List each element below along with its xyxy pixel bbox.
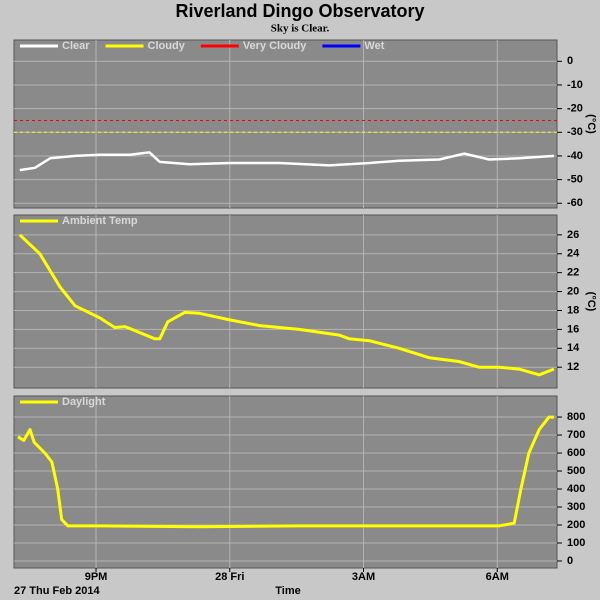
y-tick-label: -20 [567, 103, 583, 115]
y-tick-label: 12 [567, 361, 579, 373]
y-tick-label: 300 [567, 501, 585, 513]
legend-label: Very Cloudy [243, 40, 307, 52]
chart-title: Riverland Dingo Observatory [175, 1, 424, 21]
x-axis-label: Time [275, 585, 300, 597]
y-tick-label: 200 [567, 519, 585, 531]
x-tick-label: 28 Fri [215, 571, 244, 583]
data-line [18, 233, 555, 377]
x-tick-label: 3AM [352, 571, 375, 583]
data-line [19, 151, 554, 172]
y-tick-label: 800 [567, 411, 585, 423]
y-tick-label: 20 [567, 285, 579, 297]
chart-subtitle: Sky is Clear. [271, 23, 330, 35]
x-tick-label: 6AM [486, 571, 509, 583]
y-tick-label: 0 [567, 55, 573, 67]
plot-area [13, 214, 558, 389]
legend-label: Wet [364, 40, 384, 52]
y-axis-label: (°C) [585, 292, 597, 312]
y-tick-label: 24 [567, 248, 580, 260]
legend-label: Clear [62, 40, 90, 52]
y-tick-label: 700 [567, 429, 585, 441]
y-tick-label: -50 [567, 174, 583, 186]
x-tick-label: 9PM [85, 571, 108, 583]
data-line [17, 415, 554, 529]
plot-area [13, 39, 558, 209]
y-tick-label: 18 [567, 304, 579, 316]
y-tick-label: 400 [567, 483, 585, 495]
legend-label: Daylight [62, 396, 106, 408]
y-tick-label: 600 [567, 447, 585, 459]
date-label: 27 Thu Feb 2014 [14, 585, 100, 597]
y-tick-label: 14 [567, 342, 580, 354]
legend-label: Ambient Temp [62, 215, 138, 227]
y-tick-label: -40 [567, 150, 583, 162]
y-tick-label: 22 [567, 267, 579, 279]
y-tick-label: 100 [567, 537, 585, 549]
y-tick-label: -10 [567, 79, 583, 91]
legend-label: Cloudy [148, 40, 186, 52]
y-tick-label: -60 [567, 197, 583, 209]
y-tick-label: 26 [567, 229, 579, 241]
y-tick-label: 0 [567, 555, 573, 567]
y-tick-label: 500 [567, 465, 585, 477]
y-tick-label: 16 [567, 323, 579, 335]
y-tick-label: -30 [567, 126, 583, 138]
y-axis-label: (°C) [585, 114, 597, 134]
plot-area [13, 395, 558, 569]
